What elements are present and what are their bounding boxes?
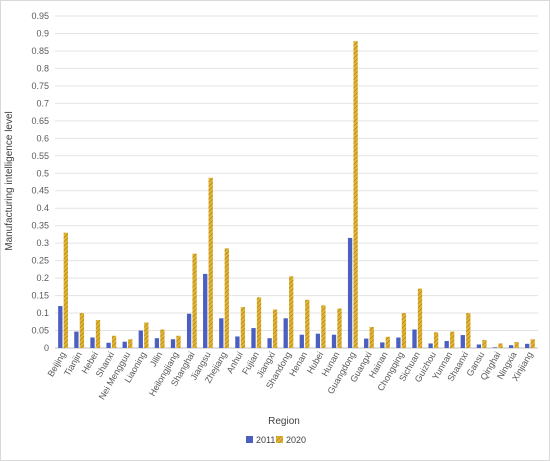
bar-2011-shandong	[283, 318, 288, 348]
bar-2020-nei-mengguu	[128, 339, 133, 348]
y-tick-label: 0.45	[31, 186, 49, 196]
bar-2020-qinghai	[498, 343, 503, 348]
bar-2011-fujian	[251, 328, 256, 348]
bar-2011-xinjiang	[525, 343, 530, 348]
y-tick-label: 0.7	[36, 98, 49, 108]
bar-2020-jilin	[160, 329, 165, 348]
bar-2011-guangdong	[347, 237, 353, 348]
bar-2020-shandong	[289, 276, 294, 348]
legend-swatch-2020	[276, 436, 283, 443]
bar-2020-zhejiang	[224, 248, 229, 348]
bar-2011-chongqing	[396, 337, 401, 348]
legend-label-2020: 2020	[286, 435, 306, 445]
bar-2011-jiangsu	[203, 273, 208, 348]
bar-2020-beijing	[63, 232, 68, 348]
bar-2011-jilin	[154, 338, 160, 348]
bar-2011-gansu	[476, 344, 482, 348]
bar-2020-gansu	[482, 339, 487, 348]
y-tick-label: 0.75	[31, 81, 49, 91]
bar-2011-shanghai	[186, 313, 192, 348]
y-tick-label: 0.05	[31, 326, 49, 336]
bar-2020-fujian	[256, 297, 262, 348]
bar-2011-nei-mengguu	[122, 341, 127, 348]
y-tick-label: 0.3	[36, 238, 49, 248]
y-tick-label: 0.9	[36, 28, 49, 38]
bar-2011-guangxi	[364, 338, 369, 348]
bar-2011-ningxia	[508, 345, 514, 348]
bar-2011-yunnan	[444, 341, 449, 348]
bar-2020-hebei	[95, 320, 101, 348]
bar-2011-sichuan	[412, 329, 417, 348]
bar-2020-guizhou	[433, 332, 439, 348]
bar-2020-guangdong	[353, 41, 358, 348]
bar-2011-shanxi	[106, 342, 111, 348]
bar-2011-henan	[299, 334, 304, 348]
y-tick-label: 0.1	[36, 308, 49, 318]
bar-2020-guangxi	[369, 327, 374, 348]
y-tick-label: 0.15	[31, 291, 49, 301]
bar-2020-tianjin	[79, 313, 85, 348]
x-axis-title: Region	[268, 416, 300, 427]
gridlines	[55, 15, 538, 332]
bar-2011-hunan	[331, 334, 337, 348]
bar-2020-henan	[305, 299, 310, 348]
bar-2020-heilongjiang	[176, 335, 181, 348]
bar-2011-beijing	[58, 306, 63, 348]
bar-2020-hunan	[337, 308, 342, 348]
legend-label-2011: 2011	[256, 435, 275, 445]
bar-2020-sichuan	[417, 288, 423, 348]
y-tick-label: 0.5	[36, 168, 49, 178]
y-tick-label: 0.8	[36, 63, 49, 73]
y-tick-label: 0.55	[31, 151, 49, 161]
y-tick-label: 0.35	[31, 221, 49, 231]
y-tick-label: 0.25	[31, 256, 49, 266]
bar-2020-shanxi	[111, 335, 117, 348]
bar-2020-xinjiang	[530, 339, 535, 348]
bar-2011-tianjin	[74, 331, 79, 348]
legend: 2011 2020	[246, 435, 306, 445]
bar-2020-shaanxi	[466, 313, 471, 348]
y-axis-ticks: 0 0.05 0.1 0.15 0.2 0.25 0.3 0.35 0.4 0.45 0.5 0.55…	[31, 11, 49, 353]
y-tick-label: 0.6	[36, 133, 49, 143]
bar-2020-chongqing	[401, 313, 407, 348]
y-tick-label: 0.95	[31, 11, 49, 21]
bar-2020-hubei	[321, 305, 326, 348]
bar-2011-qinghai	[492, 347, 498, 348]
bar-2020-ningxia	[514, 342, 519, 348]
y-tick-label: 0.2	[36, 273, 49, 283]
bar-2020-shanghai	[192, 253, 197, 348]
bars	[58, 41, 535, 348]
bar-2020-yunnan	[450, 331, 455, 348]
bar-2011-hubei	[315, 333, 321, 348]
y-tick-label: 0.85	[31, 46, 49, 56]
bar-2020-jiangsu	[208, 177, 213, 348]
bar-2011-jiangxi	[267, 338, 272, 348]
bar-2011-heilongjiang	[170, 339, 176, 348]
legend-swatch-2011	[246, 436, 253, 443]
bar-2011-zhejiang	[219, 318, 224, 348]
bar-2011-shaanxi	[460, 335, 465, 348]
y-tick-label: 0.65	[31, 116, 49, 126]
bar-2020-liaoning	[144, 322, 149, 348]
bar-2011-liaoning	[138, 330, 143, 348]
bar-2011-hainan	[380, 342, 385, 348]
y-tick-label: 0.4	[36, 203, 49, 213]
bar-2020-hainan	[385, 336, 390, 348]
bar-2011-guizhou	[428, 343, 433, 348]
bar-2020-jiangxi	[272, 309, 278, 348]
y-tick-label: 0	[44, 343, 49, 353]
bar-2020-anhui	[240, 307, 246, 348]
bar-2011-anhui	[235, 336, 240, 348]
bar-2011-hebei	[90, 337, 95, 348]
y-axis-title: Manufacturing intelligence level	[4, 111, 15, 251]
